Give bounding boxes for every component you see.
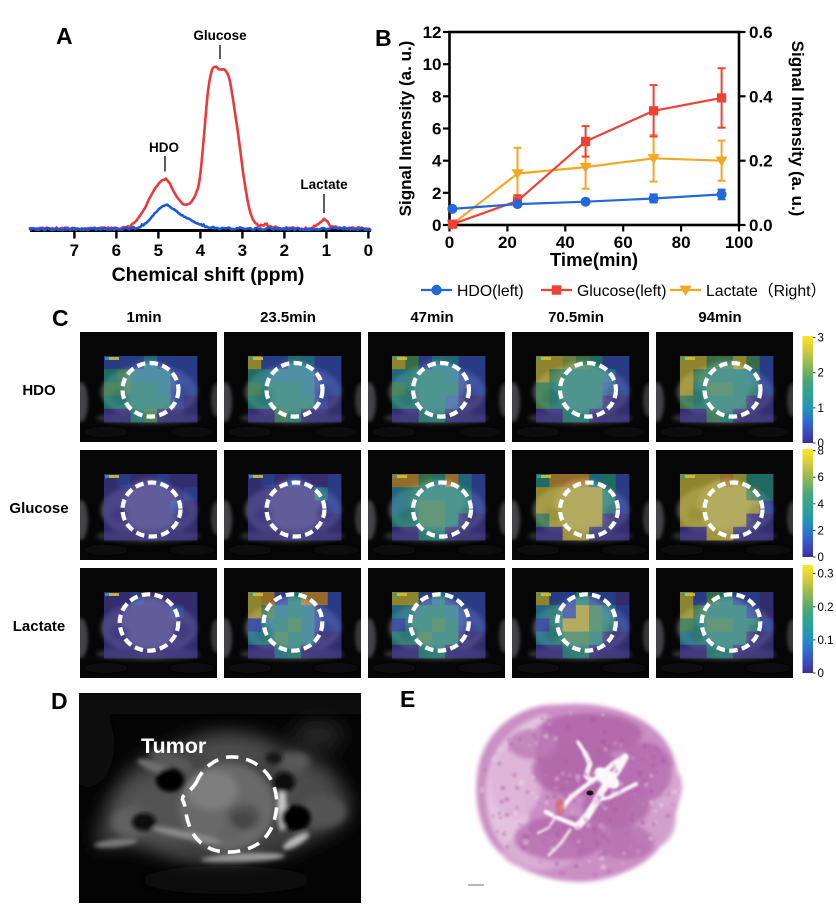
svg-text:Glucose(left): Glucose(left) — [577, 283, 667, 300]
svg-text:4: 4 — [432, 152, 442, 171]
svg-text:Lactate: Lactate — [300, 177, 348, 192]
svg-text:1: 1 — [322, 241, 331, 260]
svg-text:Lactate（Right）: Lactate（Right） — [706, 282, 826, 300]
svg-text:Glucose: Glucose — [9, 500, 68, 517]
svg-text:3: 3 — [238, 241, 247, 260]
svg-text:6: 6 — [432, 120, 441, 139]
svg-text:Lactate: Lactate — [13, 618, 66, 635]
svg-text:Chemical shift (ppm): Chemical shift (ppm) — [112, 264, 305, 286]
svg-text:0: 0 — [445, 233, 454, 252]
svg-text:6: 6 — [818, 472, 824, 484]
svg-text:HDO: HDO — [22, 382, 56, 399]
svg-text:0.1: 0.1 — [818, 635, 834, 647]
svg-text:HDO(left): HDO(left) — [457, 283, 524, 300]
svg-text:0: 0 — [818, 668, 824, 680]
svg-text:A: A — [56, 23, 73, 49]
svg-text:2: 2 — [280, 241, 289, 260]
svg-text:8: 8 — [432, 87, 441, 106]
svg-text:47min: 47min — [410, 309, 453, 326]
svg-text:0.2: 0.2 — [818, 602, 834, 614]
svg-text:60: 60 — [614, 233, 633, 252]
svg-text:Time(min): Time(min) — [550, 249, 638, 270]
svg-text:4: 4 — [196, 241, 206, 260]
svg-text:0.0: 0.0 — [749, 216, 773, 235]
svg-text:23.5min: 23.5min — [260, 309, 316, 326]
svg-text:HDO: HDO — [149, 140, 179, 155]
svg-text:80: 80 — [672, 233, 691, 252]
svg-text:B: B — [375, 25, 392, 51]
svg-text:94min: 94min — [698, 309, 741, 326]
svg-text:2: 2 — [818, 368, 824, 380]
svg-text:12: 12 — [423, 23, 442, 42]
svg-text:40: 40 — [556, 233, 575, 252]
svg-text:0.6: 0.6 — [749, 23, 773, 42]
svg-text:70.5min: 70.5min — [548, 309, 604, 326]
svg-text:6: 6 — [112, 241, 121, 260]
svg-text:Signal Intensity (a. u.): Signal Intensity (a. u.) — [788, 41, 807, 217]
svg-text:2: 2 — [432, 184, 441, 203]
svg-text:4: 4 — [818, 499, 825, 511]
svg-text:0.4: 0.4 — [749, 87, 773, 106]
svg-text:0.2: 0.2 — [749, 152, 773, 171]
svg-text:5: 5 — [154, 241, 163, 260]
svg-text:20: 20 — [498, 233, 517, 252]
svg-text:100: 100 — [725, 233, 753, 252]
svg-text:1: 1 — [818, 403, 824, 415]
svg-text:2: 2 — [818, 525, 824, 537]
svg-text:0: 0 — [432, 216, 441, 235]
svg-text:0: 0 — [364, 241, 373, 260]
svg-text:7: 7 — [70, 241, 79, 260]
svg-text:D: D — [51, 688, 68, 714]
svg-text:Glucose: Glucose — [193, 28, 247, 43]
svg-text:8: 8 — [818, 446, 824, 458]
svg-text:0: 0 — [818, 438, 824, 450]
svg-text:0: 0 — [818, 552, 824, 564]
svg-text:E: E — [400, 686, 415, 712]
svg-text:0.3: 0.3 — [818, 569, 834, 581]
svg-text:3: 3 — [818, 333, 824, 345]
svg-text:10: 10 — [423, 55, 442, 74]
svg-text:Signal Intensity (a. u.): Signal Intensity (a. u.) — [396, 41, 415, 217]
svg-text:1min: 1min — [126, 309, 161, 326]
svg-text:Tumor: Tumor — [141, 734, 207, 758]
svg-text:C: C — [52, 305, 69, 331]
